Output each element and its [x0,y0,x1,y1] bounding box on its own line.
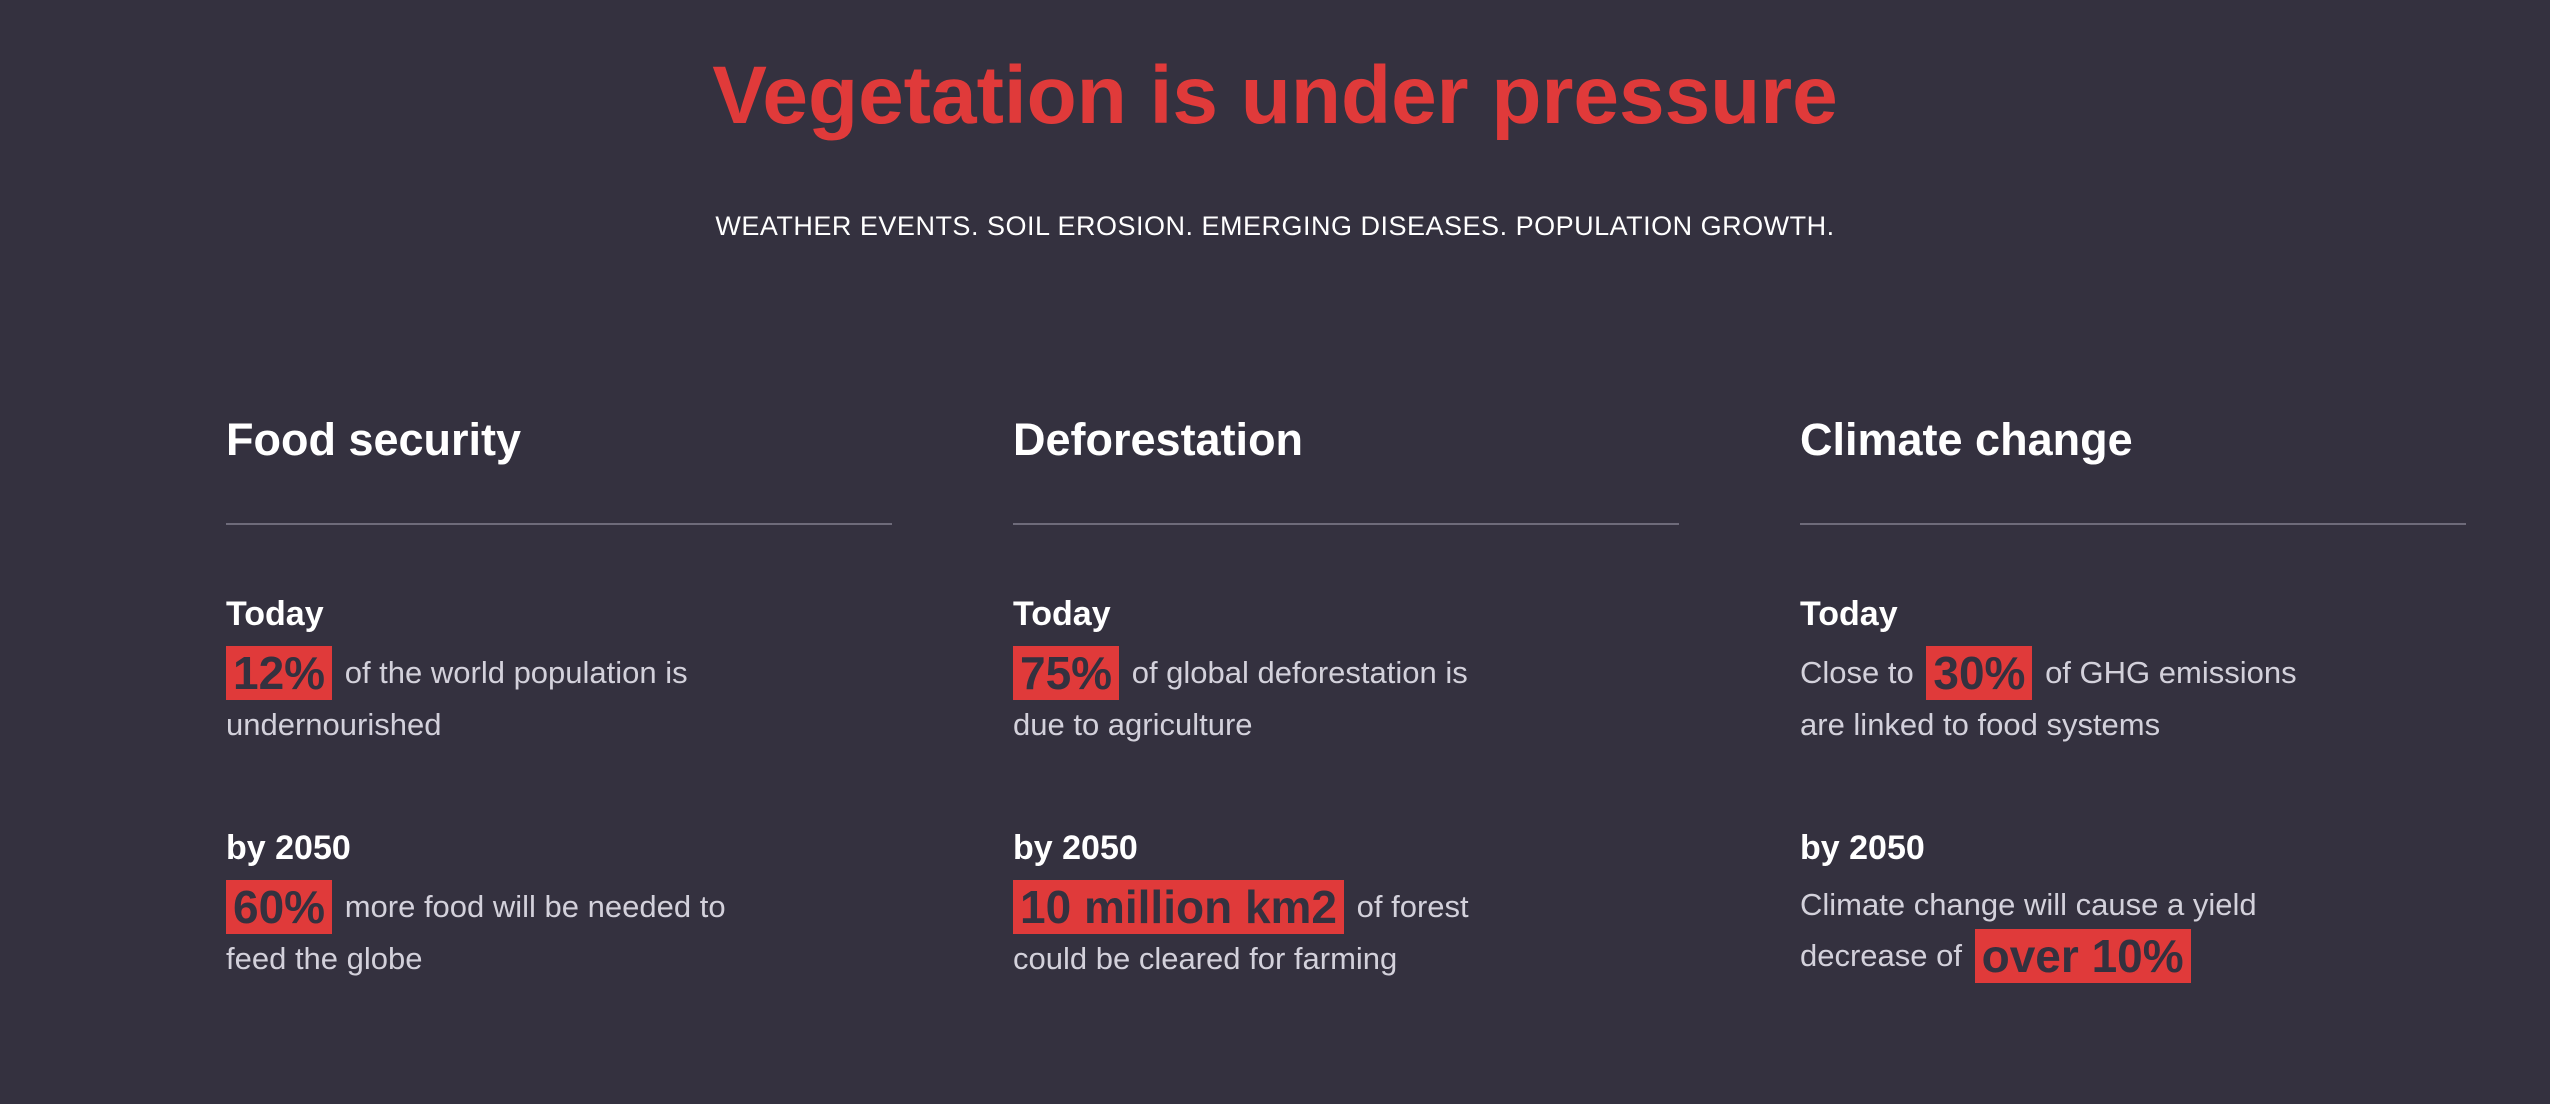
future-text: 60% more food will be needed to feed the… [226,880,892,983]
today-text: 12% of the world population is undernour… [226,646,892,749]
stat-description-line2: due to agriculture [1013,707,1253,742]
deforestation-column: Deforestation Today 75% of global defore… [1013,410,1679,976]
today-text: Close to 30% of GHG emissions are linked… [1800,646,2466,749]
column-heading: Deforestation [1013,414,1304,465]
column-heading: Food security [226,414,522,465]
column-divider [1800,523,2466,525]
today-label: Today [1800,595,1898,633]
column-divider [1013,523,1679,525]
stat-prefix: Close to [1800,655,1914,690]
stat-prefix: decrease of [1800,938,1962,973]
future-block: by 2050 10 million km2 of forest could b… [1013,826,1679,983]
highlight-stat: over 10% [1974,929,2191,983]
today-block: Today 75% of global deforestation is due… [1013,592,1679,749]
highlight-stat: 10 million km2 [1013,880,1345,934]
stat-description-line2: undernourished [226,707,442,742]
stat-description: of forest [1356,889,1469,924]
stat-description-line2: feed the globe [226,941,423,976]
climate-change-column: Climate change Today Close to 30% of GHG… [1800,410,2466,983]
stat-description: of GHG emissions [2045,655,2297,690]
page-subtitle: WEATHER EVENTS. SOIL EROSION. EMERGING D… [715,211,1835,241]
stat-description: of the world population is [344,655,688,690]
future-block: by 2050 Climate change will cause a yiel… [1800,826,2466,983]
stat-description: more food will be needed to [344,889,726,924]
food-security-column: Food security Today 12% of the world pop… [226,410,892,976]
stat-description: Climate change will cause a yield [1800,887,2257,922]
today-block: Today 12% of the world population is und… [226,592,892,749]
highlight-stat: 30% [1926,646,2033,700]
future-text: 10 million km2 of forest could be cleare… [1013,880,1679,983]
column-heading: Climate change [1800,414,2133,465]
highlight-stat: 60% [226,880,333,934]
stat-description: of global deforestation is [1131,655,1468,690]
today-block: Today Close to 30% of GHG emissions are … [1800,592,2466,749]
highlight-stat: 75% [1013,646,1120,700]
stat-description-line2: could be cleared for farming [1013,941,1398,976]
future-text: Climate change will cause a yield decrea… [1800,880,2466,983]
today-text: 75% of global deforestation is due to ag… [1013,646,1679,749]
future-block: by 2050 60% more food will be needed to … [226,826,892,983]
page-title: Vegetation is under pressure [712,50,1838,141]
stat-description-line2: are linked to food systems [1800,707,2161,742]
column-divider [226,523,892,525]
today-label: Today [226,595,324,633]
future-label: by 2050 [226,829,351,867]
future-label: by 2050 [1800,829,1925,867]
today-label: Today [1013,595,1111,633]
future-label: by 2050 [1013,829,1138,867]
highlight-stat: 12% [226,646,333,700]
